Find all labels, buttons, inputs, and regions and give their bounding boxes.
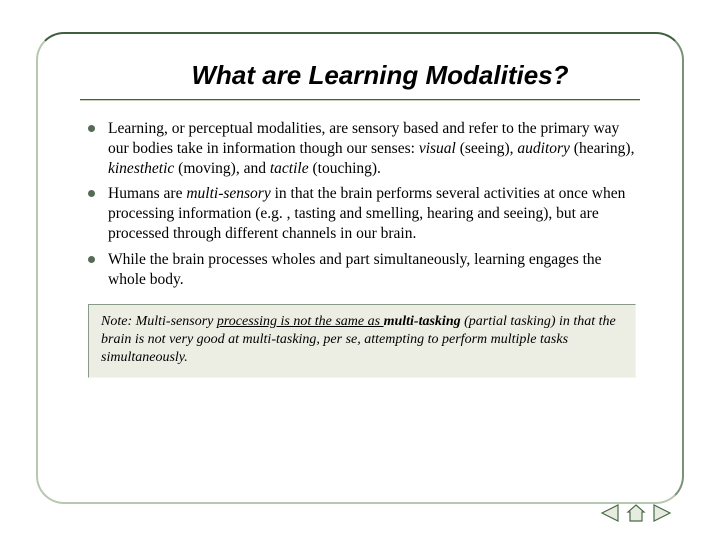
- triangle-left-icon: [600, 504, 620, 522]
- home-button[interactable]: [626, 504, 646, 522]
- house-icon: [626, 504, 646, 522]
- note-segment: processing is not the same as: [217, 314, 384, 329]
- text-segment: tactile: [270, 160, 309, 177]
- text-segment: multi-sensory: [186, 185, 270, 202]
- slide-title: What are Learning Modalities?: [120, 60, 640, 91]
- note-segment: multi-tasking: [384, 314, 461, 329]
- text-segment: visual: [419, 140, 456, 157]
- nav-controls: [600, 504, 672, 522]
- text-segment: auditory: [517, 140, 570, 157]
- bullet-item: While the brain processes wholes and par…: [88, 250, 640, 290]
- text-segment: kinesthetic: [108, 160, 174, 177]
- text-segment: While the brain processes wholes and par…: [108, 251, 602, 288]
- text-segment: (hearing),: [570, 140, 635, 157]
- next-button[interactable]: [652, 504, 672, 522]
- triangle-right-icon: [652, 504, 672, 522]
- text-segment: Humans are: [108, 185, 186, 202]
- bullet-item: Learning, or perceptual modalities, are …: [88, 119, 640, 178]
- note-box: Note: Multi-sensory processing is not th…: [88, 304, 636, 379]
- text-segment: (touching).: [309, 160, 381, 177]
- note-segment: Note: Multi-sensory: [101, 314, 217, 329]
- slide-content: What are Learning Modalities? Learning, …: [80, 60, 640, 378]
- bullet-item: Humans are multi-sensory in that the bra…: [88, 184, 640, 243]
- bullet-list: Learning, or perceptual modalities, are …: [80, 119, 640, 290]
- text-segment: (moving), and: [174, 160, 270, 177]
- title-underline: [80, 99, 640, 101]
- text-segment: (seeing),: [456, 140, 518, 157]
- prev-button[interactable]: [600, 504, 620, 522]
